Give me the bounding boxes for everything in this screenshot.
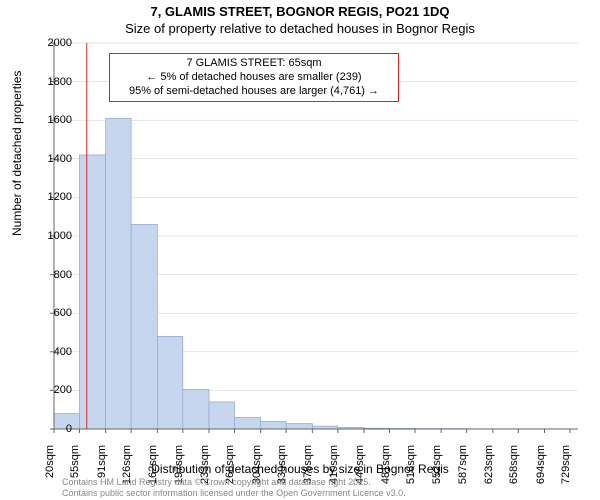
- page-subtitle: Size of property relative to detached ho…: [0, 21, 600, 36]
- y-axis-label: Number of detached properties: [10, 71, 24, 236]
- y-tick-label: 600: [32, 307, 72, 319]
- y-tick-label: 400: [32, 346, 72, 358]
- annotation-box: 7 GLAMIS STREET: 65sqm← 5% of detached h…: [109, 53, 399, 102]
- title-block: 7, GLAMIS STREET, BOGNOR REGIS, PO21 1DQ…: [0, 0, 600, 36]
- y-tick-label: 1600: [32, 114, 72, 126]
- x-axis-label: Distribution of detached houses by size …: [0, 462, 600, 476]
- annotation-line2: ← 5% of detached houses are smaller (239…: [118, 71, 390, 85]
- y-tick-label: 200: [32, 384, 72, 396]
- footer-line-1: Contains HM Land Registry data © Crown c…: [62, 477, 406, 487]
- y-tick-label: 1200: [32, 191, 72, 203]
- y-tick-label: 800: [32, 269, 72, 281]
- annotation-line3: 95% of semi-detached houses are larger (…: [118, 85, 390, 99]
- y-tick-label: 1800: [32, 76, 72, 88]
- y-tick-label: 1400: [32, 153, 72, 165]
- annotation-line1: 7 GLAMIS STREET: 65sqm: [118, 57, 390, 71]
- y-tick-label: 1000: [32, 230, 72, 242]
- page-title: 7, GLAMIS STREET, BOGNOR REGIS, PO21 1DQ: [0, 4, 600, 19]
- y-tick-label: 0: [32, 423, 72, 435]
- y-tick-label: 2000: [32, 37, 72, 49]
- attribution-footer: Contains HM Land Registry data © Crown c…: [62, 477, 406, 498]
- footer-line-2: Contains public sector information licen…: [62, 488, 406, 498]
